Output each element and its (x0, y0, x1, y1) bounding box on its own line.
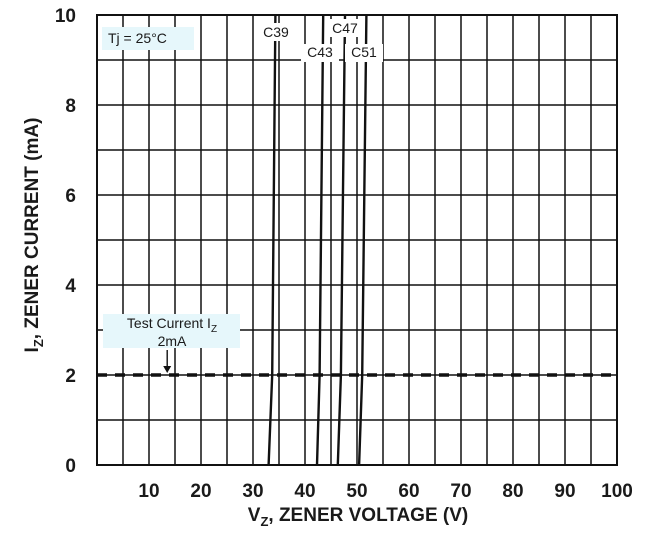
x-axis-title: VZ, ZENER VOLTAGE (V) (248, 505, 469, 529)
x-axis-title-main: V (248, 505, 261, 526)
y-axis-title-rest: , ZENER CURRENT (mA) (22, 118, 43, 340)
curve-label-c51: C51 (351, 44, 377, 60)
y-axis-title-sub: Z (31, 339, 46, 347)
x-tick-label: 60 (398, 481, 419, 502)
curve-c47 (336, 14, 347, 466)
y-tick-label: 0 (65, 456, 76, 477)
test-current-value-label: 2mA (158, 333, 187, 349)
x-tick-label: 90 (554, 481, 575, 502)
test-current-label-sub: Z (211, 324, 217, 335)
test-current-arrow-head (163, 366, 172, 373)
curve-layer (267, 14, 368, 466)
x-axis-title-rest: , ZENER VOLTAGE (V) (268, 505, 468, 526)
x-tick-label: 40 (294, 481, 315, 502)
x-tick-label: 20 (190, 481, 211, 502)
y-tick-label: 8 (65, 96, 76, 117)
test-current-label-main: Test Current I (127, 315, 211, 331)
y-tick-label: 2 (65, 366, 76, 387)
temperature-annotation: Tj = 25°C (108, 30, 167, 46)
curve-label-c43: C43 (307, 44, 333, 60)
x-tick-label: 70 (450, 481, 471, 502)
curve-label-c47: C47 (332, 20, 358, 36)
grid-layer (96, 14, 618, 466)
tick-layer: 10 20 30 40 50 60 70 80 90 100 0 2 4 6 8 10 (55, 6, 633, 502)
curve-label-bg (326, 19, 364, 37)
curve-c51 (357, 14, 368, 466)
plot-frame (96, 14, 618, 466)
curve-label-bg (301, 44, 339, 62)
x-tick-label: 30 (242, 481, 263, 502)
y-tick-label: 6 (65, 186, 76, 207)
test-current-label: Test Current IZ (127, 315, 217, 335)
curve-label-c39: C39 (263, 24, 289, 40)
y-tick-label: 10 (55, 6, 76, 27)
curve-label-bg (257, 23, 295, 41)
y-axis-title-main: I (22, 347, 43, 352)
test-current-label-bg (103, 314, 240, 348)
x-tick-label: 80 (502, 481, 523, 502)
y-axis-title: IZ, ZENER CURRENT (mA) (22, 118, 46, 353)
x-tick-label: 10 (138, 481, 159, 502)
x-tick-label: 50 (346, 481, 367, 502)
x-tick-label: 100 (601, 481, 633, 502)
temperature-label-bg (102, 27, 194, 50)
curve-c43 (315, 14, 325, 466)
curve-label-bg (345, 44, 383, 62)
x-axis-title-sub: Z (260, 514, 268, 529)
curve-c39 (267, 14, 277, 466)
y-tick-label: 4 (65, 276, 76, 297)
label-layer: C39 C43 C47 C51 Tj = 25°C (102, 19, 383, 62)
